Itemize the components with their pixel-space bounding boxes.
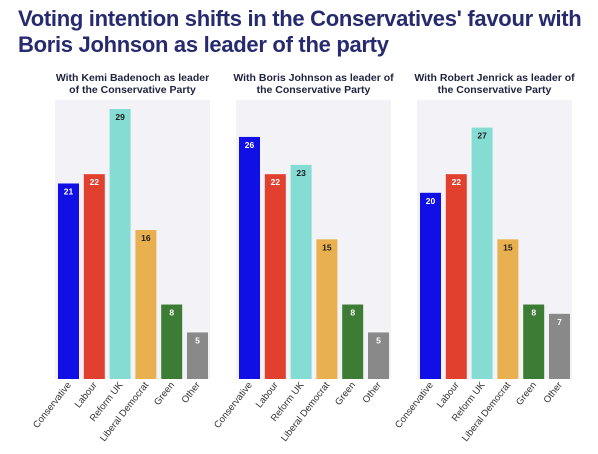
category-label-jenrick-other: Other [542, 380, 565, 405]
data-label-badenoch-reform-uk: 29 [115, 112, 125, 122]
panel-title-johnson: With Boris Johnson as leader of the Cons… [233, 72, 394, 96]
data-label-badenoch-liberal-democrat: 16 [141, 233, 151, 243]
bar-johnson-other [368, 332, 389, 379]
panel-title-badenoch: With Kemi Badenoch as leader of the Cons… [55, 72, 210, 96]
panel-title-jenrick: With Robert Jenrick as leader of the Con… [414, 72, 575, 96]
chart-title: Voting intention shifts in the Conservat… [18, 6, 582, 57]
bar-jenrick-green [523, 304, 545, 379]
bar-badenoch-labour [83, 174, 105, 379]
bar-jenrick-conservative [420, 192, 441, 379]
data-label-johnson-labour: 22 [271, 177, 281, 187]
data-label-badenoch-labour: 22 [90, 177, 100, 187]
data-label-badenoch-green: 8 [169, 308, 174, 318]
bar-johnson-green [342, 304, 364, 379]
data-label-jenrick-other: 7 [557, 317, 562, 327]
bar-jenrick-other [549, 313, 570, 379]
category-label-badenoch-liberal-democrat: Liberal Democrat [98, 380, 151, 444]
bar-johnson-liberal-democrat [316, 239, 338, 379]
category-label-jenrick-liberal-democrat: Liberal Democrat [460, 380, 513, 444]
category-label-badenoch-conservative: Conservative [31, 380, 74, 430]
category-label-johnson-other: Other [361, 380, 384, 405]
data-label-johnson-conservative: 26 [245, 140, 255, 150]
bar-johnson-reform-uk [290, 164, 312, 379]
bar-badenoch-reform-uk [109, 109, 131, 379]
panel-background-badenoch [55, 100, 210, 379]
data-label-jenrick-labour: 22 [452, 177, 462, 187]
data-label-jenrick-reform-uk: 27 [477, 131, 487, 141]
data-label-jenrick-conservative: 20 [426, 196, 436, 206]
category-label-badenoch-green: Green [152, 380, 177, 408]
category-label-johnson-green: Green [333, 380, 358, 408]
bar-jenrick-liberal-democrat [497, 239, 519, 379]
bar-jenrick-labour [445, 174, 467, 379]
bar-badenoch-conservative [58, 183, 79, 379]
panel-background-johnson [236, 100, 391, 379]
bar-badenoch-other [187, 332, 208, 379]
panel-background-jenrick [417, 100, 572, 379]
data-label-johnson-other: 5 [376, 335, 381, 345]
data-label-jenrick-liberal-democrat: 15 [503, 242, 513, 252]
category-label-jenrick-green: Green [514, 380, 539, 408]
bar-badenoch-green [161, 304, 183, 379]
data-label-badenoch-other: 5 [195, 335, 200, 345]
bar-johnson-conservative [239, 136, 260, 379]
category-label-johnson-liberal-democrat: Liberal Democrat [279, 380, 332, 444]
category-label-badenoch-other: Other [180, 380, 203, 405]
category-label-johnson-conservative: Conservative [212, 380, 255, 430]
data-label-johnson-liberal-democrat: 15 [322, 242, 332, 252]
data-label-johnson-green: 8 [350, 308, 355, 318]
category-label-jenrick-conservative: Conservative [393, 380, 436, 430]
data-label-johnson-reform-uk: 23 [296, 168, 306, 178]
bar-badenoch-liberal-democrat [135, 230, 157, 379]
bar-jenrick-reform-uk [471, 127, 493, 379]
bar-johnson-labour [264, 174, 286, 379]
data-label-badenoch-conservative: 21 [64, 186, 74, 196]
data-label-jenrick-green: 8 [531, 308, 536, 318]
